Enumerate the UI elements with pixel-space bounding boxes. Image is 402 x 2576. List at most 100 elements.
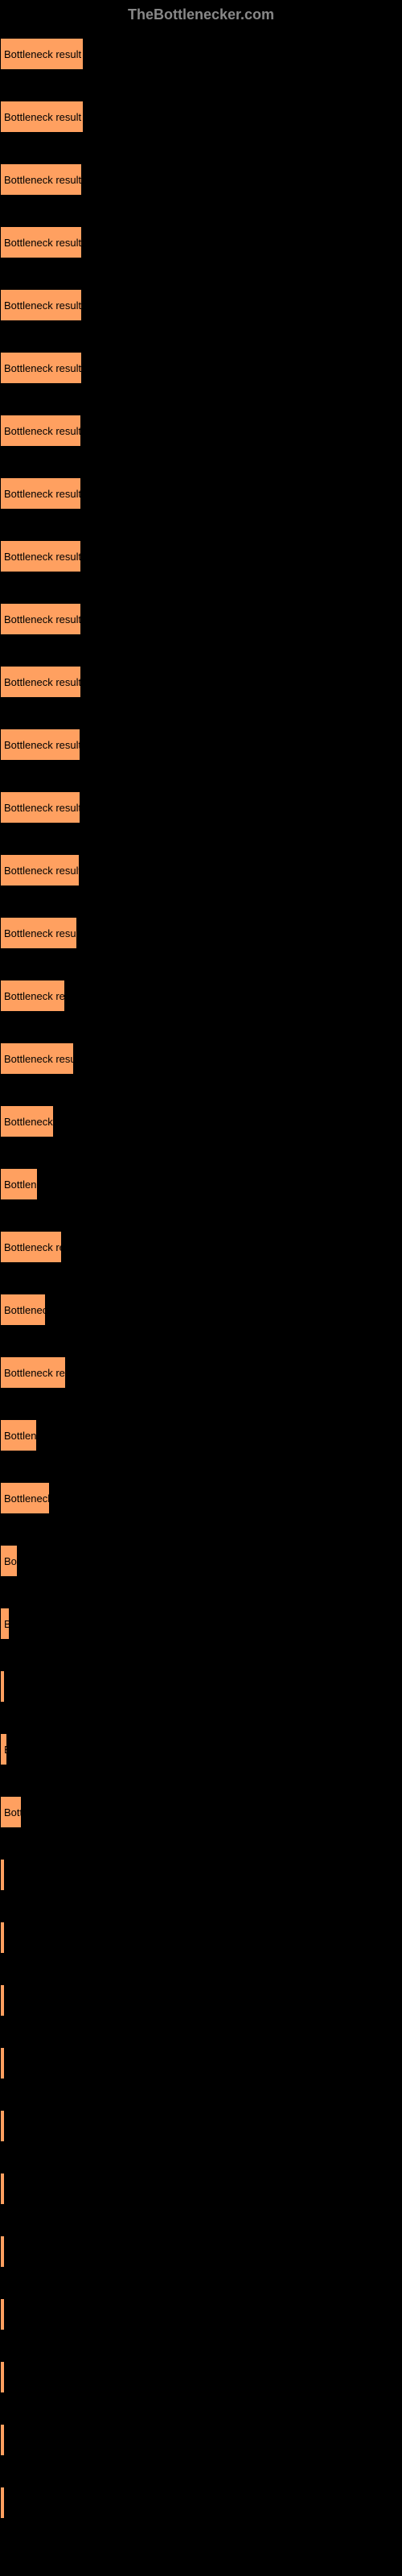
bar-label: Bottleneck result <box>4 2058 5 2070</box>
bar-label: Bottleneck result <box>4 48 81 60</box>
bar-row: Bottleneck result <box>0 2173 402 2205</box>
bar-label: Bottleneck result <box>4 362 81 374</box>
bar-row: Bottleneck result <box>0 477 402 510</box>
bar-row: Bottleneck result <box>0 2361 402 2393</box>
bar-row: Bottleneck result <box>0 2298 402 2330</box>
bar-label: Bottleneck result <box>4 174 81 186</box>
bar-row: Bottleneck result <box>0 666 402 698</box>
bar-row: Bottleneck result <box>0 1733 402 1765</box>
chart-bar: Bottleneck result <box>0 854 80 886</box>
bar-label: Bottleneck result <box>4 551 81 563</box>
chart-bar: Bottleneck result <box>0 1733 7 1765</box>
bar-label: Bottleneck result <box>4 1744 7 1756</box>
bar-label: Bottleneck result <box>4 802 80 814</box>
chart-bar: Bottleneck result <box>0 1545 18 1577</box>
bar-label: Bottleneck result <box>4 1806 22 1818</box>
chart-bar: Bottleneck result <box>0 791 80 824</box>
bar-label: Bottleneck result <box>4 425 81 437</box>
bar-row: Bottleneck result <box>0 1105 402 1137</box>
chart-bar: Bottleneck result <box>0 1294 46 1326</box>
chart-bar: Bottleneck result <box>0 477 81 510</box>
chart-bar: Bottleneck result <box>0 1356 66 1389</box>
bar-label: Bottleneck result <box>4 1869 5 1881</box>
bar-row: Bottleneck result <box>0 1231 402 1263</box>
bar-label: Bottleneck result <box>4 2309 5 2321</box>
bar-row: Bottleneck result <box>0 854 402 886</box>
chart-bar: Bottleneck result <box>0 38 84 70</box>
chart-bar: Bottleneck result <box>0 289 82 321</box>
bar-row: Bottleneck result <box>0 289 402 321</box>
bar-row: Bottleneck result <box>0 791 402 824</box>
chart-bar: Bottleneck result <box>0 1608 10 1640</box>
chart-bar: Bottleneck result <box>0 2047 5 2079</box>
bar-label: Bottleneck result <box>4 1492 50 1505</box>
chart-bar: Bottleneck result <box>0 1168 38 1200</box>
bar-label: Bottleneck result <box>4 488 81 500</box>
bar-label: Bottleneck result <box>4 1932 5 1944</box>
bar-row: Bottleneck result <box>0 1545 402 1577</box>
bar-row: Bottleneck result <box>0 1168 402 1200</box>
chart-bar: Bottleneck result <box>0 980 65 1012</box>
bar-row: Bottleneck result <box>0 1796 402 1828</box>
bar-row: Bottleneck result <box>0 38 402 70</box>
bar-row: Bottleneck result <box>0 352 402 384</box>
chart-bar: Bottleneck result <box>0 1922 5 1954</box>
chart-bar: Bottleneck result <box>0 666 81 698</box>
chart-bar: Bottleneck result <box>0 1042 74 1075</box>
chart-bar: Bottleneck result <box>0 2487 5 2519</box>
bar-label: Bottleneck result <box>4 676 81 688</box>
chart-bar: Bottleneck result <box>0 917 77 949</box>
bar-label: Bottleneck result <box>4 1618 10 1630</box>
bar-label: Bottleneck result <box>4 1681 5 1693</box>
chart-bar: Bottleneck result <box>0 1796 22 1828</box>
chart-bar: Bottleneck result <box>0 540 81 572</box>
bar-label: Bottleneck result <box>4 2183 5 2195</box>
bar-row: Bottleneck result <box>0 2047 402 2079</box>
chart-bar: Bottleneck result <box>0 1105 54 1137</box>
chart-bar: Bottleneck result <box>0 2235 5 2268</box>
bar-row: Bottleneck result <box>0 1042 402 1075</box>
chart-bar: Bottleneck result <box>0 1670 5 1703</box>
bar-label: Bottleneck result <box>4 2497 5 2509</box>
chart-bar: Bottleneck result <box>0 415 81 447</box>
bar-label: Bottleneck result <box>4 1241 62 1253</box>
bar-row: Bottleneck result <box>0 2235 402 2268</box>
chart-bar: Bottleneck result <box>0 2173 5 2205</box>
bar-row: Bottleneck result <box>0 603 402 635</box>
bar-row: Bottleneck result <box>0 163 402 196</box>
chart-bar: Bottleneck result <box>0 1984 5 2017</box>
chart-bar: Bottleneck result <box>0 1482 50 1514</box>
bar-row: Bottleneck result <box>0 1922 402 1954</box>
bar-label: Bottleneck result <box>4 1304 46 1316</box>
bar-row: Bottleneck result <box>0 2424 402 2456</box>
site-header: TheBottlenecker.com <box>0 0 402 30</box>
bar-row: Bottleneck result <box>0 1859 402 1891</box>
bar-label: Bottleneck result <box>4 1053 74 1065</box>
bar-row: Bottleneck result <box>0 226 402 258</box>
bar-label: Bottleneck result <box>4 1555 18 1567</box>
bar-row: Bottleneck result <box>0 917 402 949</box>
bar-label: Bottleneck result <box>4 299 81 312</box>
bar-row: Bottleneck result <box>0 2487 402 2519</box>
bar-row: Bottleneck result <box>0 415 402 447</box>
bar-label: Bottleneck result <box>4 111 81 123</box>
chart-bar: Bottleneck result <box>0 2110 5 2142</box>
bar-row: Bottleneck result <box>0 540 402 572</box>
bar-row: Bottleneck result <box>0 101 402 133</box>
bar-label: Bottleneck result <box>4 2434 5 2446</box>
chart-bar: Bottleneck result <box>0 2424 5 2456</box>
bar-label: Bottleneck result <box>4 2246 5 2258</box>
bar-row: Bottleneck result <box>0 1356 402 1389</box>
bar-label: Bottleneck result <box>4 1367 66 1379</box>
bar-label: Bottleneck result <box>4 865 80 877</box>
chart-bar: Bottleneck result <box>0 603 81 635</box>
chart-bar: Bottleneck result <box>0 2298 5 2330</box>
bar-row: Bottleneck result <box>0 980 402 1012</box>
bar-chart: Bottleneck result Bottleneck result Bottle… <box>0 30 402 2566</box>
site-title: TheBottlenecker.com <box>128 6 274 23</box>
bar-label: Bottleneck result <box>4 1430 37 1442</box>
chart-bar: Bottleneck result <box>0 226 82 258</box>
chart-bar: Bottleneck result <box>0 729 80 761</box>
bar-row: Bottleneck result <box>0 1984 402 2017</box>
bar-label: Bottleneck result <box>4 613 81 625</box>
